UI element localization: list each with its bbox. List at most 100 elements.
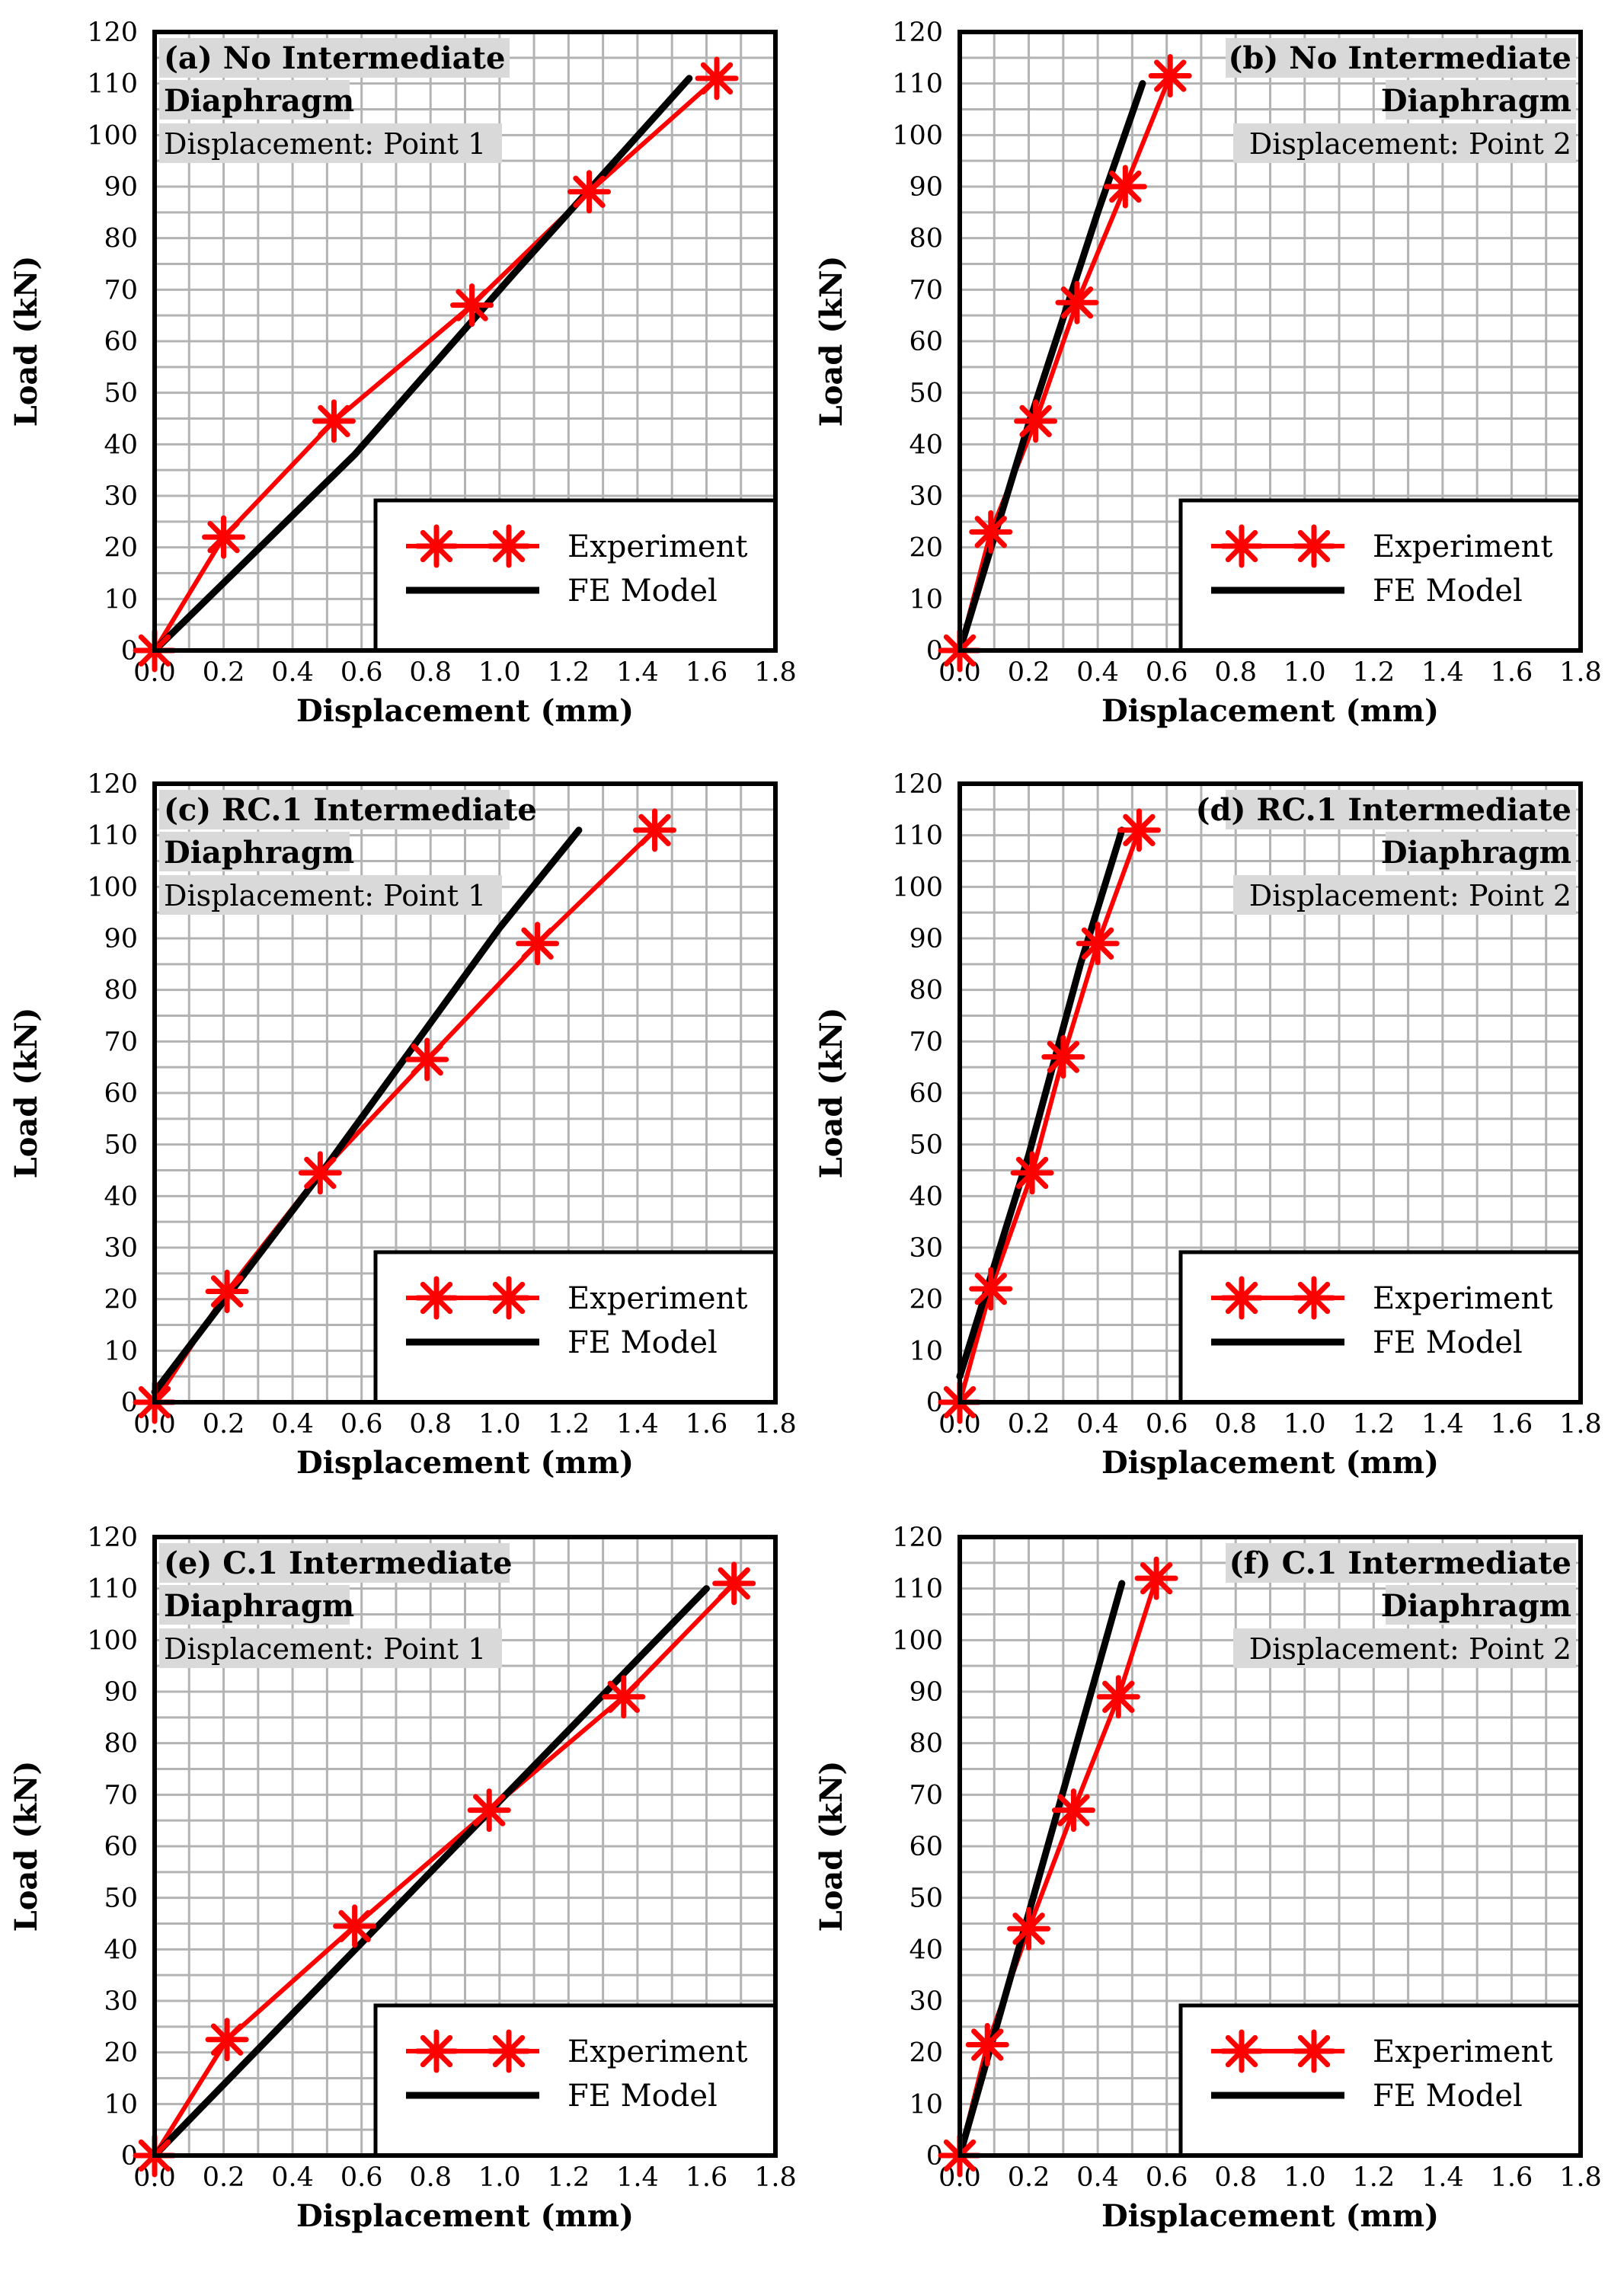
- plot-frame: [152, 30, 778, 653]
- y-tick-label: 30: [909, 1986, 943, 2017]
- y-tick-label: 50: [104, 1130, 138, 1161]
- data-point-experiment: [1041, 1035, 1085, 1079]
- y-tick-label: 110: [87, 821, 138, 852]
- data-point-experiment-stroke: [607, 1680, 640, 1713]
- y-tick-label: 50: [909, 1884, 943, 1914]
- y-tick-label: 40: [909, 1935, 943, 1965]
- y-tick-label: 110: [892, 69, 943, 100]
- legend-marker-experiment-stroke: [1297, 2034, 1331, 2068]
- y-tick-label: 20: [104, 2038, 138, 2069]
- legend-marker-experiment-stroke: [492, 1281, 526, 1315]
- y-tick-label: 100: [892, 120, 943, 151]
- y-axis-title: Load (kN): [8, 1761, 44, 1932]
- y-tick-label: 80: [104, 1729, 138, 1759]
- plot-frame: [957, 30, 1583, 653]
- legend-marker-experiment: [1220, 524, 1264, 568]
- y-tick-label: 70: [909, 1780, 943, 1810]
- x-tick-label: 1.6: [1491, 1409, 1533, 1440]
- data-point-experiment: [695, 56, 739, 101]
- legend-label-experiment: Experiment: [1373, 2034, 1552, 2069]
- data-point-experiment-stroke: [521, 927, 554, 960]
- y-tick-label: 100: [87, 120, 138, 151]
- x-axis-title: Displacement (mm): [1101, 2198, 1439, 2234]
- y-tick-label: 80: [909, 1729, 943, 1759]
- series-line-fe-model: [151, 1585, 710, 2159]
- x-tick-label: 0.8: [1214, 657, 1257, 688]
- legend-label-experiment: Experiment: [567, 2034, 747, 2069]
- y-tick-label: 20: [909, 2038, 943, 2069]
- panel-title: (d) RC.1 Intermediate: [1196, 792, 1571, 828]
- plot-frame: [152, 1535, 778, 2158]
- y-tick-label: 80: [909, 224, 943, 254]
- chart-panel-a: 0.0 0.2 0.4 0.6 0.8 1.0 1.2 1.4 1.6 1.80102030405…: [8, 18, 797, 729]
- x-axis-title: Displacement (mm): [296, 1445, 634, 1481]
- y-tick-label: 30: [909, 481, 943, 512]
- panel-title-line2: Diaphragm: [1381, 1588, 1571, 1624]
- data-point-experiment: [1014, 399, 1058, 443]
- y-tick-label: 100: [892, 1625, 943, 1656]
- x-tick-label: 1.2: [547, 657, 590, 688]
- legend-marker-experiment: [1220, 1276, 1264, 1320]
- y-tick-label: 80: [104, 976, 138, 1006]
- chart-panel-c: 0.0 0.2 0.4 0.6 0.8 1.0 1.2 1.4 1.6 1.80102030405…: [8, 769, 797, 1481]
- x-tick-label: 1.4: [616, 1409, 659, 1440]
- data-point-experiment: [1096, 1675, 1140, 1719]
- panel-title-line2: Diaphragm: [164, 835, 354, 871]
- panel-title-line2: Diaphragm: [1381, 83, 1571, 119]
- data-point-experiment-stroke: [1102, 1680, 1135, 1713]
- data-point-experiment-stroke: [318, 404, 350, 438]
- x-tick-label: 0.2: [203, 2162, 245, 2193]
- legend-marker-experiment: [414, 1276, 459, 1320]
- y-tick-label: 100: [892, 872, 943, 903]
- x-tick-label: 0.4: [1076, 2162, 1119, 2193]
- legend-label-fe-model: FE Model: [567, 1325, 718, 1360]
- subtitle-background: [159, 1628, 502, 1668]
- data-point-experiment: [405, 1037, 449, 1082]
- data-point-experiment-stroke: [207, 520, 240, 554]
- title-background: [1386, 1585, 1576, 1625]
- y-tick-label: 70: [104, 275, 138, 305]
- legend-marker-experiment-stroke: [1297, 1281, 1331, 1315]
- y-tick-label: 60: [909, 1832, 943, 1862]
- panel-title-line2: Diaphragm: [164, 83, 354, 119]
- x-tick-label: 0.8: [409, 1409, 452, 1440]
- legend-marker-experiment-stroke: [1225, 2034, 1258, 2068]
- x-tick-label: 0.2: [1008, 657, 1050, 688]
- title-background: [1226, 38, 1576, 78]
- y-axis-title: Load (kN): [8, 256, 44, 427]
- x-tick-label: 0.8: [1214, 1409, 1257, 1440]
- data-point-experiment: [298, 1151, 342, 1195]
- data-point-experiment: [1103, 165, 1147, 209]
- data-point-experiment: [969, 1267, 1013, 1311]
- y-tick-label: 0: [121, 2141, 138, 2172]
- x-tick-label: 0.2: [203, 657, 245, 688]
- legend-label-experiment: Experiment: [567, 529, 747, 564]
- x-tick-label: 1.2: [547, 1409, 590, 1440]
- data-point-experiment: [602, 1675, 646, 1719]
- y-tick-label: 70: [909, 275, 943, 305]
- x-tick-label: 1.4: [616, 2162, 659, 2193]
- x-tick-label: 1.6: [1491, 2162, 1533, 2193]
- panel-title: (f) C.1 Intermediate: [1229, 1545, 1571, 1581]
- data-point-experiment-stroke: [1015, 1156, 1049, 1190]
- subtitle-background: [1233, 1628, 1576, 1668]
- panel-title-line2: Diaphragm: [164, 1588, 354, 1624]
- y-tick-label: 80: [104, 224, 138, 254]
- data-point-experiment: [1134, 1556, 1178, 1600]
- x-tick-label: 1.0: [478, 657, 521, 688]
- panel-title-line2: Diaphragm: [1381, 835, 1571, 871]
- data-point-experiment: [312, 399, 356, 443]
- y-tick-label: 30: [104, 481, 138, 512]
- legend-marker-experiment-stroke: [492, 2034, 526, 2068]
- y-tick-label: 90: [909, 1677, 943, 1708]
- x-tick-label: 1.6: [686, 657, 728, 688]
- y-tick-label: 30: [104, 1986, 138, 2017]
- data-point-experiment-stroke: [1047, 1040, 1080, 1073]
- y-tick-label: 90: [909, 924, 943, 954]
- data-point-experiment: [1007, 1906, 1051, 1951]
- y-axis-title: Load (kN): [814, 1008, 849, 1179]
- x-tick-label: 1.8: [754, 657, 797, 688]
- y-tick-label: 90: [909, 172, 943, 203]
- chart-panel-f: 0.0 0.2 0.4 0.6 0.8 1.0 1.2 1.4 1.6 1.80102030405…: [814, 1523, 1602, 2234]
- x-tick-label: 0.4: [271, 1409, 314, 1440]
